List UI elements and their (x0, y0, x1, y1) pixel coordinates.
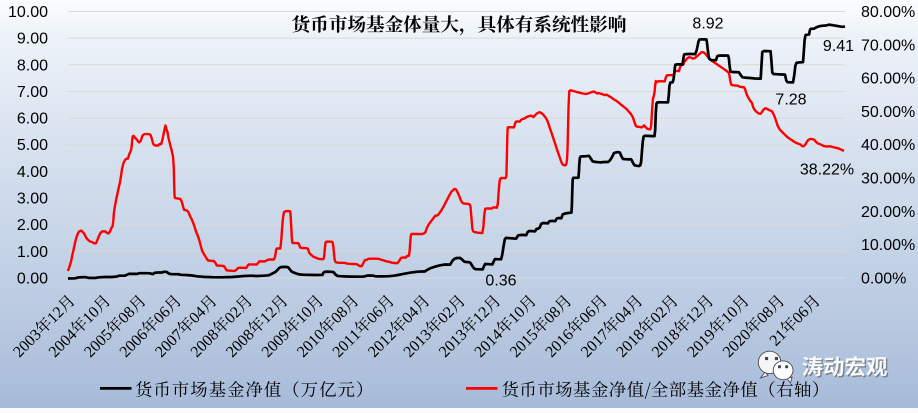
svg-text:50.00%: 50.00% (861, 104, 915, 121)
svg-text:0.00: 0.00 (17, 271, 48, 288)
svg-text:60.00%: 60.00% (861, 71, 915, 88)
svg-text:7.00: 7.00 (17, 84, 48, 101)
svg-text:20.00%: 20.00% (861, 204, 915, 221)
svg-text:9.00: 9.00 (17, 31, 48, 48)
svg-text:38.22%: 38.22% (800, 162, 854, 179)
svg-text:9.41: 9.41 (823, 38, 854, 55)
svg-text:30.00%: 30.00% (861, 171, 915, 188)
svg-text:8.00: 8.00 (17, 57, 48, 74)
svg-text:5.00: 5.00 (17, 137, 48, 154)
svg-text:0.00%: 0.00% (861, 271, 906, 288)
svg-text:10.00%: 10.00% (861, 237, 915, 254)
svg-text:0.36: 0.36 (485, 273, 516, 290)
svg-text:10.00: 10.00 (8, 4, 48, 21)
svg-text:3.00: 3.00 (17, 191, 48, 208)
svg-text:1.00: 1.00 (17, 244, 48, 261)
svg-text:7.28: 7.28 (775, 92, 806, 109)
svg-text:40.00%: 40.00% (861, 137, 915, 154)
svg-text:8.92: 8.92 (692, 16, 723, 33)
svg-text:80.00%: 80.00% (861, 4, 915, 21)
svg-text:70.00%: 70.00% (861, 37, 915, 54)
svg-text:6.00: 6.00 (17, 111, 48, 128)
svg-text:4.00: 4.00 (17, 164, 48, 181)
svg-text:2.00: 2.00 (17, 217, 48, 234)
